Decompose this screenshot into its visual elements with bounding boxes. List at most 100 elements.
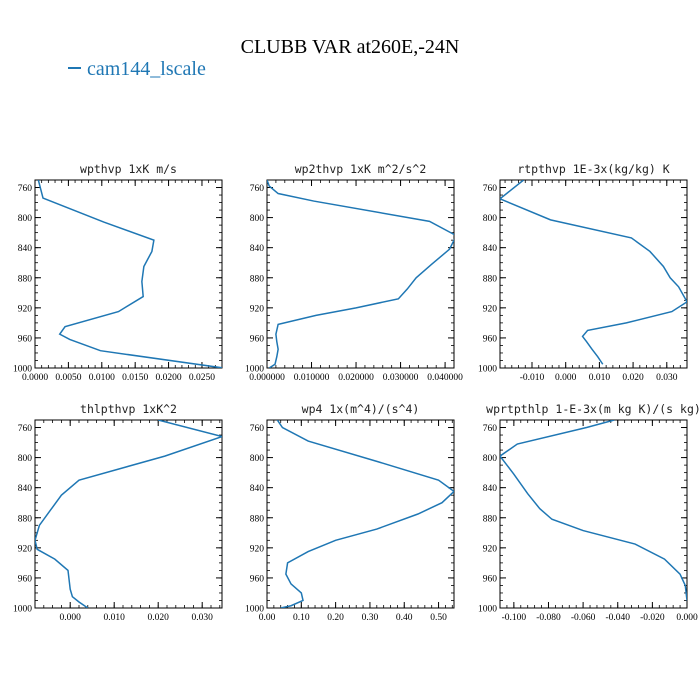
y-tick-label: 800 xyxy=(18,214,33,224)
y-tick-label: 760 xyxy=(18,184,33,194)
x-tick-label: 0.010000 xyxy=(294,373,330,383)
y-tick-label: 840 xyxy=(483,244,498,254)
series-line xyxy=(276,420,454,608)
x-tick-label: 0.0050 xyxy=(55,373,81,383)
y-tick-label: 1000 xyxy=(478,605,497,615)
x-tick-label: 0.000 xyxy=(555,373,577,383)
x-tick-label: 0.0200 xyxy=(156,373,182,383)
y-tick-label: 880 xyxy=(483,514,498,524)
x-tick-label: 0.0150 xyxy=(122,373,148,383)
x-tick-label: -0.040 xyxy=(605,613,630,623)
subplot-title: wprtpthlp 1-E-3x(m kg K)/(s kg) xyxy=(486,402,700,416)
x-tick-label: 0.020000 xyxy=(338,373,374,383)
y-tick-label: 920 xyxy=(18,544,33,554)
y-tick-label: 960 xyxy=(250,574,265,584)
y-tick-label: 1000 xyxy=(245,605,264,615)
y-tick-label: 920 xyxy=(483,544,498,554)
x-tick-label: 0.0250 xyxy=(189,373,215,383)
x-tick-label: 0.030000 xyxy=(383,373,419,383)
subplot-title: wp2thvp 1xK m^2/s^2 xyxy=(295,162,427,176)
y-tick-label: 760 xyxy=(250,184,265,194)
x-tick-label: 0.010 xyxy=(589,373,611,383)
x-tick-label: 0.00 xyxy=(259,613,276,623)
x-tick-label: 0.0000 xyxy=(22,373,48,383)
x-tick-label: 0.000 xyxy=(676,613,698,623)
x-tick-label: 0.50 xyxy=(430,613,447,623)
y-tick-label: 960 xyxy=(483,334,498,344)
page-title: CLUBB VAR at260E,-24N xyxy=(240,36,460,58)
x-tick-label: -0.020 xyxy=(640,613,665,623)
x-tick-label: 0.020 xyxy=(148,613,170,623)
y-tick-label: 920 xyxy=(250,304,265,314)
subplot-2: wp2thvp 1xK m^2/s^2 0.000000 0.010000 0.020… xyxy=(245,162,463,383)
plot-frame xyxy=(266,179,455,369)
y-tick-label: 880 xyxy=(18,514,33,524)
subplot-title: rtpthvp 1E-3x(kg/kg) K xyxy=(517,162,669,176)
y-tick-label: 840 xyxy=(18,484,33,494)
y-tick-label: 1000 xyxy=(245,365,264,375)
legend-label: cam144_lscale xyxy=(87,58,206,80)
subplot-title: wpthvp 1xK m/s xyxy=(80,162,177,176)
y-tick-label: 1000 xyxy=(478,365,497,375)
y-tick-label: 840 xyxy=(483,484,498,494)
y-tick-label: 800 xyxy=(483,214,498,224)
x-tick-label: 0.30 xyxy=(362,613,379,623)
y-tick-label: 880 xyxy=(250,274,265,284)
y-tick-label: 960 xyxy=(18,334,33,344)
y-tick-label: 880 xyxy=(18,274,33,284)
subplot-1: wpthvp 1xK m/s 0.0000 0.0050 0.0100 0.0150 0.… xyxy=(13,162,223,383)
legend: cam144_lscale xyxy=(68,58,206,81)
x-tick-label: 0.0100 xyxy=(89,373,115,383)
x-tick-label: 0.020 xyxy=(622,373,644,383)
y-tick-label: 760 xyxy=(250,424,265,434)
subplot-3: rtpthvp 1E-3x(kg/kg) K -0.010 0.000 0.010 0.… xyxy=(478,162,688,383)
series-line xyxy=(500,180,687,365)
x-tick-label: 0.040000 xyxy=(427,373,463,383)
subplot-5: wp4 1x(m^4)/(s^4) 0.00 0.10 0.20 0.30 0.40 0.5… xyxy=(245,402,455,623)
x-tick-label: -0.080 xyxy=(536,613,561,623)
x-tick-label: -0.060 xyxy=(571,613,596,623)
y-tick-label: 1000 xyxy=(13,365,32,375)
plot-frame xyxy=(34,419,223,609)
x-tick-label: 0.000 xyxy=(60,613,82,623)
y-tick-label: 1000 xyxy=(13,605,32,615)
series-line xyxy=(37,180,222,368)
series-line xyxy=(35,420,222,608)
y-tick-label: 840 xyxy=(18,244,33,254)
plot-frame xyxy=(499,419,688,609)
x-tick-label: 0.030 xyxy=(192,613,214,623)
y-tick-label: 920 xyxy=(18,304,33,314)
y-tick-label: 960 xyxy=(483,574,498,584)
plot-frame xyxy=(266,419,455,609)
y-tick-label: 880 xyxy=(483,274,498,284)
plot-frame xyxy=(499,179,688,369)
series-line xyxy=(500,420,687,601)
x-tick-label: 0.20 xyxy=(327,613,344,623)
x-tick-label: -0.100 xyxy=(502,613,527,623)
subplot-title: wp4 1x(m^4)/(s^4) xyxy=(302,402,420,416)
subplot-6: wprtpthlp 1-E-3x(m kg K)/(s kg) -0.100 -0.… xyxy=(478,402,700,623)
y-tick-label: 960 xyxy=(18,574,33,584)
x-tick-label: 0.10 xyxy=(293,613,310,623)
subplot-title: thlpthvp 1xK^2 xyxy=(80,402,177,416)
y-tick-label: 920 xyxy=(483,304,498,314)
y-tick-label: 760 xyxy=(483,424,498,434)
x-tick-label: 0.010 xyxy=(104,613,126,623)
y-tick-label: 960 xyxy=(250,334,265,344)
x-tick-label: -0.010 xyxy=(520,373,545,383)
x-tick-label: 0.40 xyxy=(396,613,413,623)
plot-frame xyxy=(34,179,223,369)
subplot-4: thlpthvp 1xK^2 0.000 0.010 0.020 0.030 760 800… xyxy=(13,402,223,623)
x-tick-label: 0.000000 xyxy=(249,373,285,383)
y-tick-label: 840 xyxy=(250,244,265,254)
y-tick-label: 920 xyxy=(250,544,265,554)
y-tick-label: 840 xyxy=(250,484,265,494)
x-tick-label: 0.030 xyxy=(656,373,678,383)
y-tick-label: 760 xyxy=(18,424,33,434)
y-tick-label: 760 xyxy=(483,184,498,194)
y-tick-label: 800 xyxy=(483,454,498,464)
y-tick-label: 880 xyxy=(250,514,265,524)
legend-line-swatch xyxy=(68,67,81,70)
series-line xyxy=(267,180,454,368)
